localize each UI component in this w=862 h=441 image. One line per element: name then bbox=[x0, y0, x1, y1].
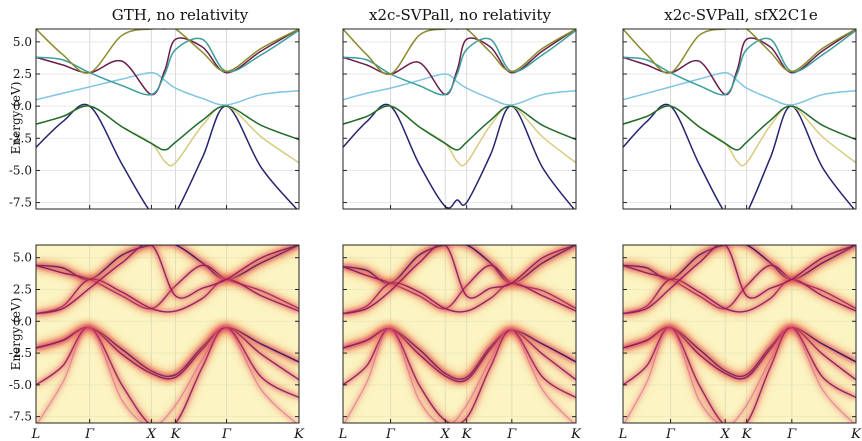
ytick-label: -5.0 bbox=[9, 378, 32, 392]
panel-x2c-nonrel-bands bbox=[342, 28, 577, 210]
spectral-band-3 bbox=[623, 278, 856, 315]
plot-frame bbox=[35, 28, 300, 210]
spectral-band-8 bbox=[37, 326, 297, 423]
ytick-label: -7.5 bbox=[9, 196, 32, 210]
spectral-band-3 bbox=[36, 278, 299, 315]
ylabel-bottom: Energy (eV) bbox=[9, 298, 23, 371]
xtick-label-k: K bbox=[850, 427, 862, 441]
ylabel-top: Energy (eV) bbox=[9, 82, 23, 155]
band-line-3 bbox=[623, 105, 856, 151]
spectral-band-4 bbox=[623, 245, 856, 315]
band-line-3 bbox=[343, 105, 576, 151]
panel-title-x2c-nonrel: x2c-SVPall, no relativity bbox=[369, 6, 551, 24]
spectral-band-6 bbox=[623, 326, 856, 381]
xtick-label-γ: Γ bbox=[385, 427, 396, 441]
plot-frame bbox=[622, 244, 857, 424]
spectral-band-4 bbox=[343, 245, 576, 315]
xtick-label-l: L bbox=[338, 427, 348, 441]
ytick-label: -5.0 bbox=[9, 163, 32, 177]
ytick-label: 2.5 bbox=[13, 283, 32, 297]
panel-gth-bands: -7.5 -5.0 -2.5 0.0 2.5 5.0 bbox=[9, 28, 300, 210]
panel-title-gth: GTH, no relativity bbox=[112, 6, 249, 24]
band-line-7 bbox=[36, 29, 299, 74]
spectral-band-4 bbox=[36, 245, 299, 315]
xtick-label-k: K bbox=[293, 427, 305, 441]
spectral-band-8 bbox=[623, 326, 855, 423]
spectral-band-6 bbox=[343, 327, 576, 383]
band-line-4 bbox=[623, 71, 856, 106]
ytick-label: 2.5 bbox=[13, 67, 32, 81]
panel-gth-spectral: -7.5-5.0-2.50.02.55.0L Γ X K Γ K bbox=[9, 244, 305, 441]
ytick-label: 5.0 bbox=[13, 251, 32, 265]
ytick-label: -2.5 bbox=[9, 346, 32, 360]
band-line-3 bbox=[36, 105, 299, 151]
xtick-label-k: K bbox=[461, 427, 473, 441]
xtick-label-l: L bbox=[31, 427, 41, 441]
xtick-label-x: X bbox=[720, 427, 731, 441]
xtick-label-γ: Γ bbox=[221, 427, 232, 441]
xtick-label-x: X bbox=[440, 427, 451, 441]
plot-frame bbox=[622, 28, 857, 210]
xtick-label-γ: Γ bbox=[506, 427, 517, 441]
band-line-6 bbox=[343, 29, 576, 96]
ytick-label: -7.5 bbox=[9, 410, 32, 424]
xtick-label-x: X bbox=[146, 427, 157, 441]
band-line-6 bbox=[36, 29, 299, 96]
band-line-4 bbox=[343, 73, 576, 106]
xtick-label-k: K bbox=[170, 427, 182, 441]
xtick-label-k: K bbox=[741, 427, 753, 441]
xtick-label-k: K bbox=[570, 427, 582, 441]
panel-x2c-sfx2c1e-bands bbox=[622, 28, 857, 210]
panel-title-x2c-sfx2c1e: x2c-SVPall, sfX2C1e bbox=[664, 6, 818, 24]
band-line-1 bbox=[36, 103, 298, 209]
ytick-label: 5.0 bbox=[13, 35, 32, 49]
xtick-label-γ: Γ bbox=[665, 427, 676, 441]
ytick-label: 0.0 bbox=[13, 99, 32, 113]
band-line-7 bbox=[623, 29, 856, 74]
plot-frame bbox=[342, 244, 577, 424]
spectral-band-8 bbox=[343, 328, 575, 423]
ytick-label: -2.5 bbox=[9, 131, 32, 145]
spectral-band-6 bbox=[36, 326, 299, 381]
xtick-label-γ: Γ bbox=[84, 427, 95, 441]
band-line-1 bbox=[623, 103, 855, 209]
band-line-1 bbox=[343, 103, 575, 209]
xtick-label-l: L bbox=[618, 427, 628, 441]
ytick-label: 0.0 bbox=[13, 314, 32, 328]
band-line-6 bbox=[623, 29, 856, 96]
plot-frame bbox=[35, 244, 300, 424]
xtick-label-γ: Γ bbox=[786, 427, 797, 441]
band-line-4 bbox=[36, 71, 299, 106]
spectral-band-3 bbox=[343, 281, 576, 315]
plot-frame bbox=[342, 28, 577, 210]
band-line-7 bbox=[343, 29, 576, 76]
